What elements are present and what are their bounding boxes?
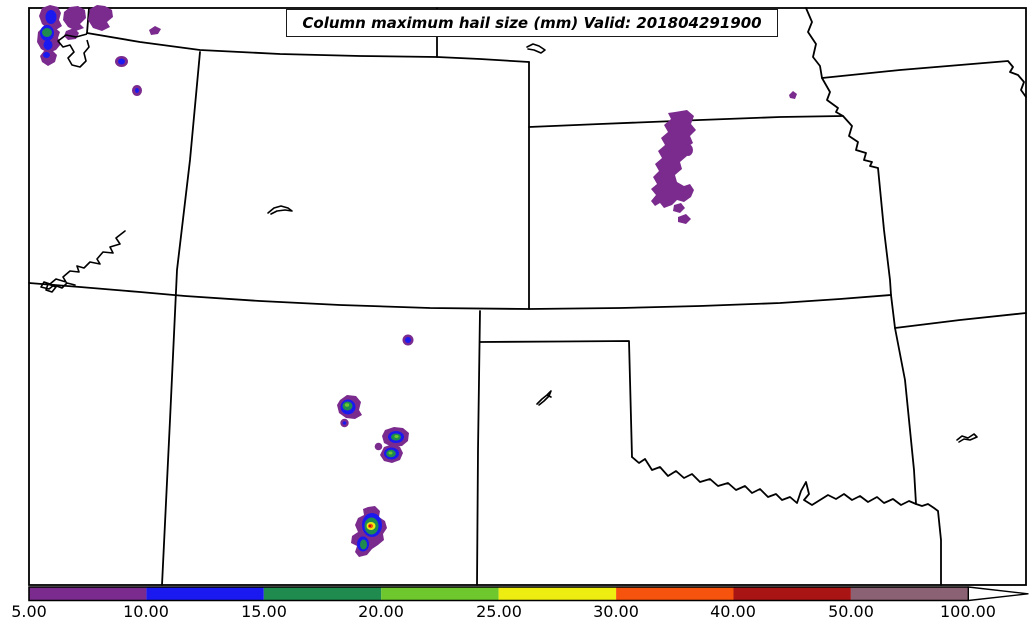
colorbar-segment (29, 587, 147, 601)
colorbar-segment (146, 587, 264, 601)
border-41n (86, 32, 530, 63)
border-ia-mo (821, 60, 1027, 98)
colorbar-segment (498, 587, 617, 601)
colorbar-segment (263, 587, 382, 601)
nebraska-lake-squiggle (526, 43, 546, 54)
hail-bin-40-50 (368, 524, 372, 528)
water-features-layer (40, 43, 978, 443)
colorbar-segment (381, 587, 499, 601)
border-missouri-river-chain (805, 7, 917, 505)
border-37n (28, 282, 892, 310)
colorbar-tick-label: 5.00 (11, 602, 47, 621)
plot-title: Column maximum hail size (mm) Valid: 201… (286, 9, 778, 37)
border-ok-panhandle (479, 340, 633, 458)
hail-bin-20-25 (344, 403, 399, 455)
colorbar-extend-arrow (967, 586, 1029, 602)
state-borders-layer (28, 7, 1027, 586)
ozark-lake-squiggle (956, 433, 978, 443)
hail-cells-layer (37, 5, 797, 557)
colorbar-segment (616, 587, 734, 601)
colorbar-segment (850, 587, 969, 601)
utah-lake-outline (57, 33, 90, 68)
lake-meredith-squiggle (536, 390, 552, 406)
colorbar-tick-label: 30.00 (593, 602, 639, 621)
colorbar (28, 586, 1029, 602)
border-ut-wy-111w (86, 7, 90, 34)
border-red-river (631, 456, 942, 586)
lake-powell-squiggle (40, 230, 126, 290)
border-ks-ne-40n (528, 115, 844, 128)
colorbar-tick-label: 15.00 (241, 602, 287, 621)
colorado-river-squiggle (267, 205, 293, 215)
colorbar-tick-label: 25.00 (476, 602, 522, 621)
colorbar-tick-label: 50.00 (828, 602, 874, 621)
border-109w (161, 51, 201, 586)
colorbar-tick-label: 100.00 (940, 602, 996, 621)
colorbar-segment (733, 587, 851, 601)
border-mo-ar (894, 312, 1027, 329)
colorbar-tick-label: 10.00 (123, 602, 169, 621)
border-nm-tx-103w (476, 310, 481, 586)
colorbar-outline (28, 586, 969, 602)
colorbar-tick-label: 20.00 (358, 602, 404, 621)
plot-title-text: Column maximum hail size (mm) Valid: 201… (302, 14, 762, 32)
colorbar-tick-label: 40.00 (710, 602, 756, 621)
lake-powell-loop (45, 283, 57, 293)
